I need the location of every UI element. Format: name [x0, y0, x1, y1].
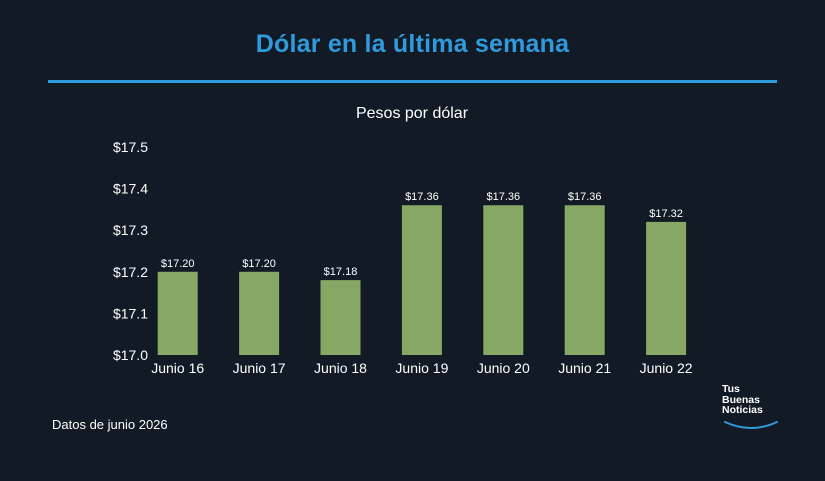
footnote: Datos de junio 2026 — [52, 417, 168, 432]
brand-logo: Tus Buenas Noticias — [722, 384, 782, 436]
bar-chart: Pesos por dólar $17.0$17.1$17.2$17.3$17.… — [113, 105, 693, 376]
logo-text-line-3: Noticias — [722, 404, 763, 416]
x-tick-label: Junio 21 — [558, 360, 611, 376]
title-divider — [48, 80, 777, 83]
data-label: $17.32 — [649, 208, 683, 220]
bars-group — [157, 205, 687, 355]
bar — [564, 205, 605, 355]
data-label: $17.18 — [324, 266, 358, 278]
data-labels-group: $17.20 $17.20 $17.18 $17.36 $17.36 $17.36 $17.… — [161, 191, 683, 278]
data-label: $17.36 — [568, 191, 602, 203]
y-tick-label: $17.1 — [113, 305, 148, 321]
bar — [646, 221, 687, 355]
bar — [320, 280, 361, 355]
x-tick-label: Junio 18 — [314, 360, 367, 376]
logo-swoosh-icon — [724, 421, 778, 429]
bar — [483, 205, 524, 355]
data-label: $17.36 — [486, 191, 520, 203]
data-label: $17.36 — [405, 191, 439, 203]
data-label: $17.20 — [242, 258, 276, 270]
bar — [239, 271, 280, 355]
x-tick-label: Junio 20 — [477, 360, 530, 376]
x-tick-label: Junio 16 — [151, 360, 204, 376]
data-label: $17.20 — [161, 258, 195, 270]
y-axis: $17.0 $17.1 $17.2 $17.3 $17.4 $17.5 — [113, 139, 148, 363]
bar — [157, 271, 198, 355]
x-axis: Junio 16 Junio 17 Junio 18 Junio 19 Junio 20… — [151, 360, 693, 376]
x-tick-label: Junio 19 — [395, 360, 448, 376]
y-tick-label: $17.5 — [113, 139, 148, 155]
chart-title: Dólar en la última semana — [255, 30, 570, 58]
y-tick-label: $17.2 — [113, 264, 148, 280]
y-tick-label: $17.4 — [113, 181, 148, 197]
logo-text-line-1: Tus — [722, 383, 740, 395]
x-tick-label: Junio 22 — [640, 360, 693, 376]
x-tick-label: Junio 17 — [233, 360, 286, 376]
y-tick-label: $17.3 — [113, 222, 148, 238]
bar — [401, 205, 442, 355]
y-tick-label: $17.0 — [113, 347, 148, 363]
chart-subtitle: Pesos por dólar — [356, 105, 469, 122]
logo-text-line-2: Buenas — [722, 393, 760, 406]
